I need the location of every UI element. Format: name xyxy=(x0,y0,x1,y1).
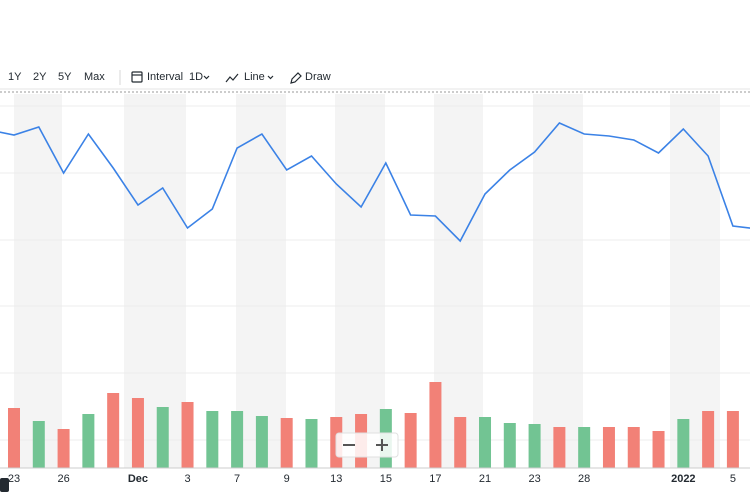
x-tick-label: 3 xyxy=(184,473,190,485)
volume-bar xyxy=(553,427,566,468)
volume-bar xyxy=(454,417,467,468)
volume-bar xyxy=(181,402,194,468)
volume-bar xyxy=(627,427,640,468)
volume-bar xyxy=(206,411,219,468)
draw-button[interactable]: Draw xyxy=(305,71,331,83)
volume-bar xyxy=(578,427,591,468)
zoom-controls[interactable] xyxy=(335,432,399,458)
x-tick-label: 13 xyxy=(330,473,342,485)
chart-style[interactable]: Line xyxy=(244,71,265,83)
x-tick-label: 26 xyxy=(57,473,69,485)
x-tick-label: 23 xyxy=(8,473,20,485)
volume-bar xyxy=(503,423,516,468)
volume-bar xyxy=(404,413,417,468)
x-tick-label: 2022 xyxy=(671,473,695,485)
x-tick-label: 23 xyxy=(528,473,540,485)
interval-value[interactable]: 1D xyxy=(189,71,204,83)
week-shading xyxy=(14,94,720,468)
interval-label[interactable]: Interval xyxy=(147,71,184,83)
x-tick-label: 9 xyxy=(284,473,290,485)
range-5y[interactable]: 5Y xyxy=(58,71,72,83)
volume-bar xyxy=(677,419,690,468)
volume-bar xyxy=(156,407,169,468)
volume-bar xyxy=(602,427,615,468)
volume-bar xyxy=(305,419,318,468)
plot xyxy=(0,122,750,468)
volume-bar xyxy=(528,424,541,468)
toolbar-icons xyxy=(119,70,302,85)
volume-bar xyxy=(255,416,268,468)
volume-bar xyxy=(8,408,20,468)
x-tick-label: Dec xyxy=(128,473,148,485)
volume-bar xyxy=(726,411,739,468)
volume-bar xyxy=(429,382,442,468)
volume-bar xyxy=(652,431,665,468)
x-tick-label: 17 xyxy=(429,473,441,485)
volume-bar xyxy=(280,418,293,468)
volume-bar xyxy=(107,393,120,468)
range-2y[interactable]: 2Y xyxy=(33,71,47,83)
corner-marker xyxy=(0,478,9,492)
x-tick-label: 28 xyxy=(578,473,590,485)
range-1y[interactable]: 1Y xyxy=(8,71,22,83)
volume-bar xyxy=(82,414,95,468)
price-line xyxy=(0,122,750,243)
volume-bar xyxy=(231,411,244,468)
range-max[interactable]: Max xyxy=(84,71,105,83)
x-tick-label: 7 xyxy=(234,473,240,485)
grid xyxy=(0,105,750,441)
volume-bar xyxy=(57,429,70,468)
x-tick-label: 21 xyxy=(479,473,491,485)
volume-bar xyxy=(32,421,45,468)
volume-bar xyxy=(479,417,492,468)
x-tick-label: 5 xyxy=(730,473,736,485)
volume-bar xyxy=(702,411,715,468)
volume-bar xyxy=(131,398,144,468)
x-tick-label: 15 xyxy=(380,473,392,485)
